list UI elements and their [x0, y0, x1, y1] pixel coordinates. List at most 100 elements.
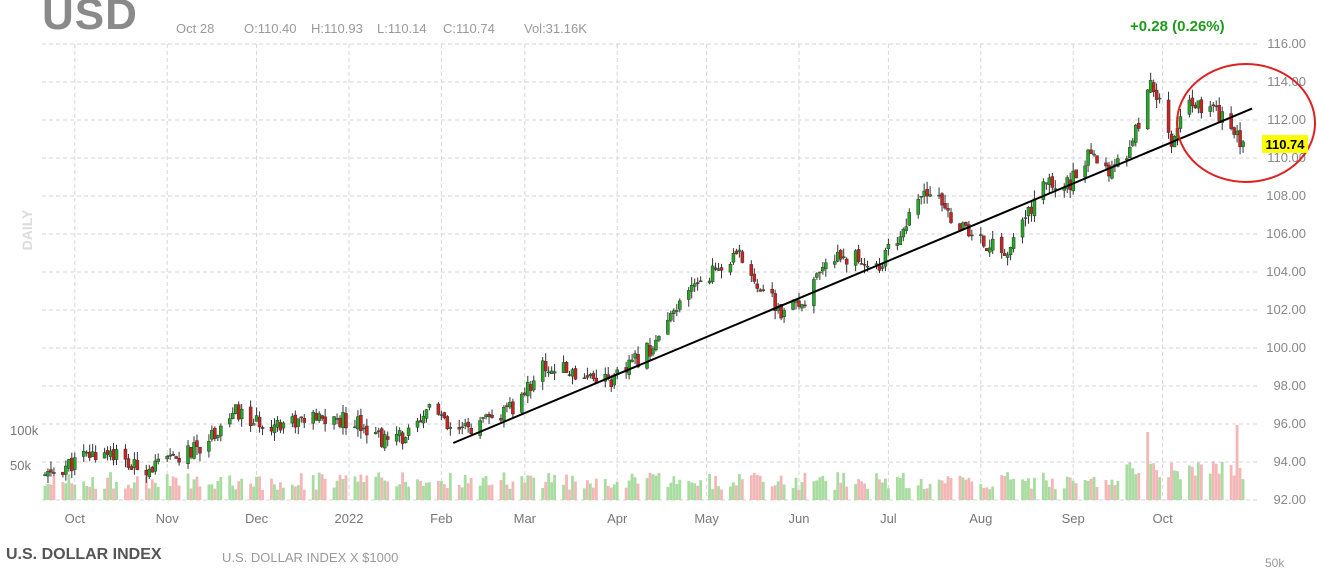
x-tick-label: Jul — [880, 511, 897, 526]
candle-body — [573, 368, 578, 380]
candle-body — [1157, 97, 1162, 100]
candle-body — [862, 264, 867, 266]
candle-body — [1136, 122, 1141, 129]
candle-body — [359, 414, 363, 431]
volume-bar — [1131, 468, 1135, 500]
candle-body — [1235, 130, 1239, 135]
volume-bar — [550, 482, 554, 500]
volume-bar — [177, 485, 181, 500]
volume-bar — [1006, 472, 1010, 500]
candle-body — [290, 416, 295, 424]
y-tick-label: 112.00 — [1267, 112, 1306, 127]
volume-bar — [1071, 480, 1075, 500]
y-tick-label: 92.00 — [1273, 492, 1306, 507]
volume-bar — [919, 478, 923, 500]
volume-bar — [67, 474, 71, 500]
volume-bar — [130, 488, 133, 500]
volume-bar — [615, 481, 619, 500]
candle-body — [1002, 252, 1007, 256]
candle-body — [490, 414, 494, 418]
x-tick-label: 2022 — [335, 511, 364, 526]
candle-body — [114, 449, 119, 460]
volume-bar — [958, 475, 962, 500]
candle-body — [904, 226, 909, 231]
volume-bar — [362, 482, 366, 500]
volume-bar — [314, 489, 318, 500]
candle-body — [406, 427, 411, 436]
volume-bar — [845, 486, 849, 500]
volume-bar — [949, 478, 953, 500]
volume-bar — [1176, 471, 1179, 500]
candle-body — [436, 403, 441, 415]
volume-bar — [1012, 478, 1015, 500]
candle-body — [469, 427, 473, 434]
volume-bar — [666, 486, 670, 500]
candle-body — [782, 310, 786, 317]
volume-bar — [985, 487, 989, 500]
volume-bar — [1116, 481, 1120, 500]
volume-bar — [1190, 466, 1194, 500]
volume-bar — [824, 481, 828, 500]
candle-body — [448, 426, 453, 429]
volume-bar — [82, 481, 86, 500]
volume-bar — [127, 484, 130, 500]
candle-body — [669, 312, 673, 321]
candle-body — [1217, 105, 1221, 122]
y-tick-label: 96.00 — [1273, 416, 1306, 431]
candle-body — [898, 236, 903, 245]
candle-body — [156, 458, 160, 462]
volume-bar — [213, 488, 217, 500]
candle-body — [90, 451, 95, 457]
volume-bar — [970, 481, 974, 500]
volume-bar — [147, 488, 151, 500]
candle-body — [615, 369, 619, 374]
trendline — [452, 107, 1253, 444]
volume-bar — [898, 478, 902, 500]
volume-bar — [532, 477, 536, 500]
volume-bar — [124, 488, 127, 500]
candle-body — [922, 190, 926, 197]
volume-bar — [1173, 470, 1176, 500]
x-tick-label: Feb — [430, 511, 452, 526]
volume-bar — [237, 481, 241, 500]
candle-body — [168, 454, 172, 457]
candle-body — [901, 229, 906, 238]
volume-bar — [49, 484, 53, 500]
y-tick-label: 102.00 — [1266, 302, 1306, 317]
volume-bar — [1027, 478, 1030, 500]
candle-body — [591, 373, 596, 379]
volume-bar — [445, 487, 449, 500]
candle-body — [520, 393, 524, 413]
volume-bar — [627, 480, 631, 500]
candle-body — [123, 448, 128, 460]
volume-bar — [478, 485, 482, 500]
volume-bar — [1241, 479, 1245, 500]
candle-body — [380, 428, 384, 447]
volume-bar — [404, 481, 407, 500]
candle-body — [186, 445, 190, 464]
volume-bar — [192, 479, 196, 500]
volume-bar — [1065, 476, 1069, 500]
candle-body — [210, 430, 214, 440]
volume-bar — [428, 482, 431, 500]
candle-body — [132, 459, 137, 468]
candle-body — [797, 300, 801, 307]
candle-body — [278, 422, 283, 431]
volume-bar — [669, 482, 673, 500]
x-tick-label: Nov — [156, 511, 180, 526]
candle-body — [126, 458, 131, 468]
volume-bar — [374, 476, 378, 500]
volume-bar — [821, 475, 825, 500]
volume-bar — [1074, 483, 1078, 500]
candle-body — [633, 353, 637, 359]
volume-bar — [505, 484, 509, 500]
volume-bar — [574, 481, 577, 500]
candle-body — [394, 434, 399, 442]
candle-body — [728, 263, 733, 273]
candle-body — [1220, 111, 1224, 123]
candle-body — [216, 435, 220, 439]
volume-bar — [1041, 472, 1045, 500]
volume-bar — [562, 484, 565, 500]
candle-body — [323, 416, 327, 425]
volume-bar — [341, 479, 345, 500]
